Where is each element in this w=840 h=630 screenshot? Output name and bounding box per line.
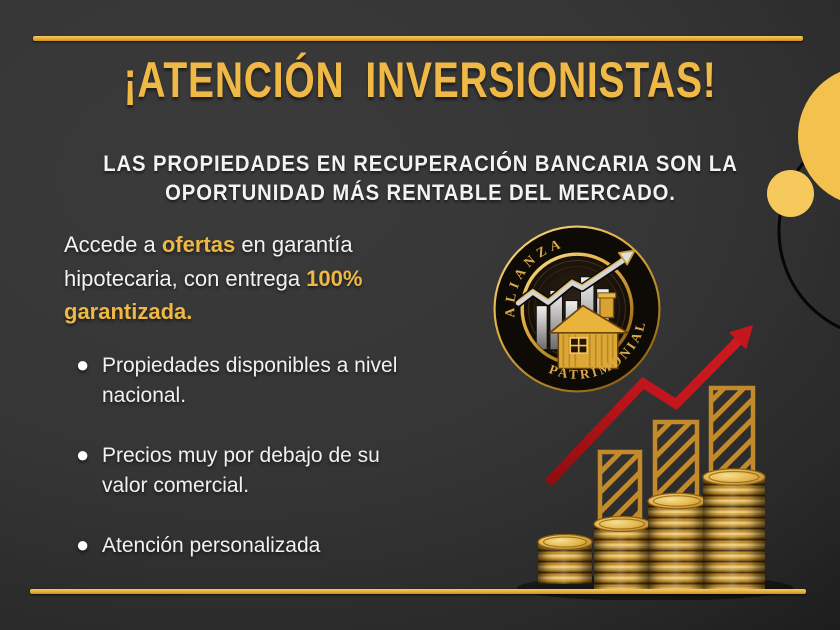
intro-text: en garantía: [235, 232, 353, 257]
growth-arrow-icon: [544, 325, 753, 487]
list-item-text: Atención personalizada: [102, 534, 321, 557]
coin-stack: [702, 468, 766, 593]
list-item-text: Precios muy por debajo de su valor comer…: [102, 444, 380, 497]
intro-highlight-ofertas: ofertas: [161, 232, 236, 257]
hatched-bar: [597, 449, 643, 527]
bottom-divider: [30, 589, 806, 594]
badge-arrow-icon: [514, 249, 636, 308]
intro-line-3: garantizada.: [64, 295, 464, 329]
bullet-icon: ●: [76, 352, 90, 377]
subtitle: LAS PROPIEDADES EN RECUPERACIÓN BANCARIA…: [0, 120, 840, 207]
page-title-text: ¡ATENCIÓN INVERSIONISTAS!: [123, 52, 717, 108]
company-logo-badge: ALIANZA PATRIMONIAL: [493, 225, 661, 393]
list-item: ● Atención personalizada: [74, 531, 474, 561]
bullet-icon: ●: [76, 442, 90, 467]
list-item: ● Precios muy por debajo de su valor come…: [74, 441, 474, 500]
intro-paragraph: Accede a ofertas en garantía hipotecaria…: [64, 228, 464, 329]
bullet-icon: ●: [76, 532, 90, 557]
hatched-bar: [708, 385, 756, 483]
page-title: ¡ATENCIÓN INVERSIONISTAS!: [0, 54, 840, 107]
coin-stack: [593, 515, 651, 590]
subtitle-text: LAS PROPIEDADES EN RECUPERACIÓN BANCARIA…: [102, 151, 738, 205]
growth-illustration: [517, 325, 793, 600]
coin-stacks: [537, 468, 766, 593]
coin-stack: [647, 492, 707, 591]
intro-line-1: Accede a ofertas en garantía: [64, 228, 464, 262]
intro-highlight-100: 100%: [306, 265, 363, 291]
intro-text: hipotecaria, con entrega: [64, 265, 307, 291]
intro-highlight-garantizada: garantizada.: [64, 299, 193, 324]
list-item-text: Propiedades disponibles a nivel nacional…: [102, 354, 398, 407]
intro-text: Accede a: [64, 232, 162, 257]
top-divider: [33, 36, 803, 41]
intro-line-2: hipotecaria, con entrega 100%: [64, 262, 464, 296]
coin-stack: [537, 533, 593, 584]
benefits-list: ● Propiedades disponibles a nivel naciona…: [74, 351, 474, 592]
badge-house-icon: [548, 292, 629, 370]
list-item: ● Propiedades disponibles a nivel naciona…: [74, 351, 474, 410]
